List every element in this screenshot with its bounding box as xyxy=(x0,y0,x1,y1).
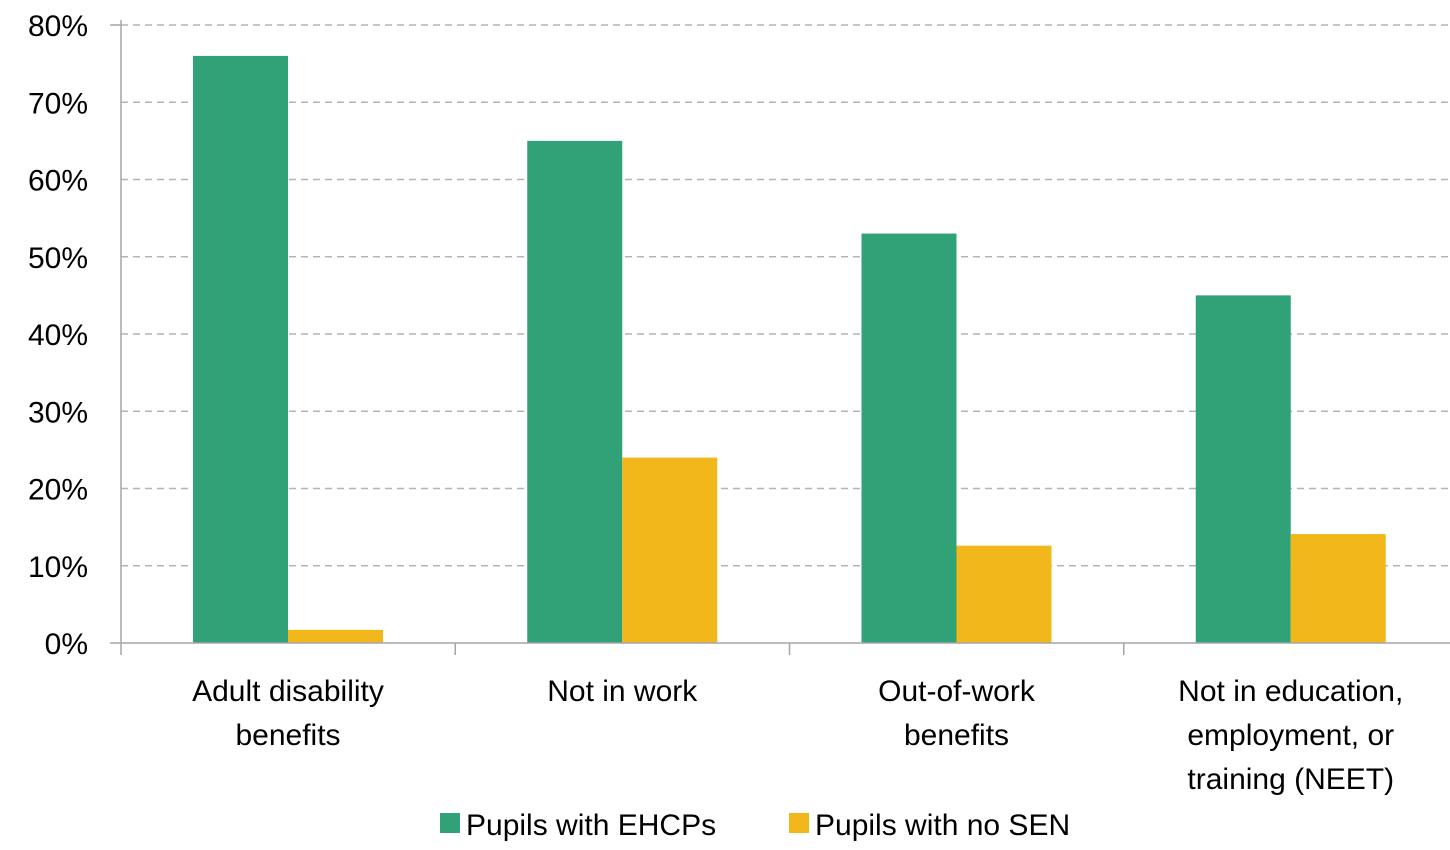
x-category-label-line: Not in work xyxy=(547,675,698,708)
x-category-label: Out-of-work benefits xyxy=(878,675,1036,752)
x-category-label-line: Not in education, xyxy=(1178,675,1403,708)
y-tick-label: 80% xyxy=(28,10,88,43)
y-tick-label: 70% xyxy=(28,87,88,120)
bar-no-sen-2 xyxy=(956,545,1052,643)
bar-no-sen-3 xyxy=(1290,534,1386,643)
x-category-label-line: employment, or xyxy=(1187,719,1394,752)
x-category-label: Adult disability benefits xyxy=(192,675,384,752)
y-tick-label: 0% xyxy=(45,628,88,661)
bar-ehcp-3 xyxy=(1195,295,1291,643)
y-tick-label: 60% xyxy=(28,165,88,198)
bar-no-sen-1 xyxy=(622,457,718,643)
legend-swatch xyxy=(789,813,809,833)
x-category-label: Not in education, employment, or training … xyxy=(1178,675,1403,796)
axes xyxy=(110,20,1450,655)
bar-ehcp-0 xyxy=(193,55,288,643)
x-category-label-line: Out-of-work xyxy=(878,675,1036,708)
x-category-label-line: Adult disability xyxy=(192,675,384,708)
y-tick-label: 30% xyxy=(28,396,88,429)
y-axis-tick-labels: 0% 10% 20% 30% 40% 50% 60% 70% 80% xyxy=(28,10,88,661)
legend-label: Pupils with EHCPs xyxy=(466,809,716,842)
x-category-label-line: training (NEET) xyxy=(1187,763,1394,796)
bar-ehcp-1 xyxy=(527,140,623,643)
x-axis-category-labels: Adult disability benefits Not in work Out-o… xyxy=(192,675,1403,796)
bar-ehcp-2 xyxy=(861,233,957,643)
gridlines xyxy=(121,24,1450,567)
bar-no-sen-0 xyxy=(288,629,383,643)
legend-item-ehcp: Pupils with EHCPs xyxy=(440,809,716,842)
x-category-label-line: benefits xyxy=(235,719,340,752)
y-tick-label: 10% xyxy=(28,551,88,584)
y-tick-label: 20% xyxy=(28,474,88,507)
y-tick-label: 40% xyxy=(28,319,88,352)
legend-swatch xyxy=(440,813,460,833)
legend: Pupils with EHCPs Pupils with no SEN xyxy=(440,809,1070,842)
legend-label: Pupils with no SEN xyxy=(815,809,1070,842)
y-tick-label: 50% xyxy=(28,242,88,275)
x-category-label-line: benefits xyxy=(904,719,1009,752)
legend-item-no-sen: Pupils with no SEN xyxy=(789,809,1070,842)
x-category-label: Not in work xyxy=(547,675,698,708)
bars xyxy=(193,55,1386,643)
